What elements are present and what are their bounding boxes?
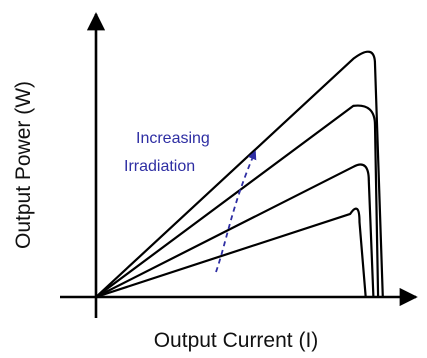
irradiation-arrow [215,150,257,273]
y-axis-label: Output Power (W) [12,81,35,249]
power-curve-1 [95,207,367,299]
x-axis-label: Output Current (I) [154,329,319,352]
power-curve-2 [95,163,375,298]
annotation-line-1: Increasing [136,130,210,147]
power-curve-4 [95,50,384,298]
annotation-line-2: Irradiation [124,158,195,175]
series-curves [95,50,384,299]
power-curve-3 [95,104,380,298]
